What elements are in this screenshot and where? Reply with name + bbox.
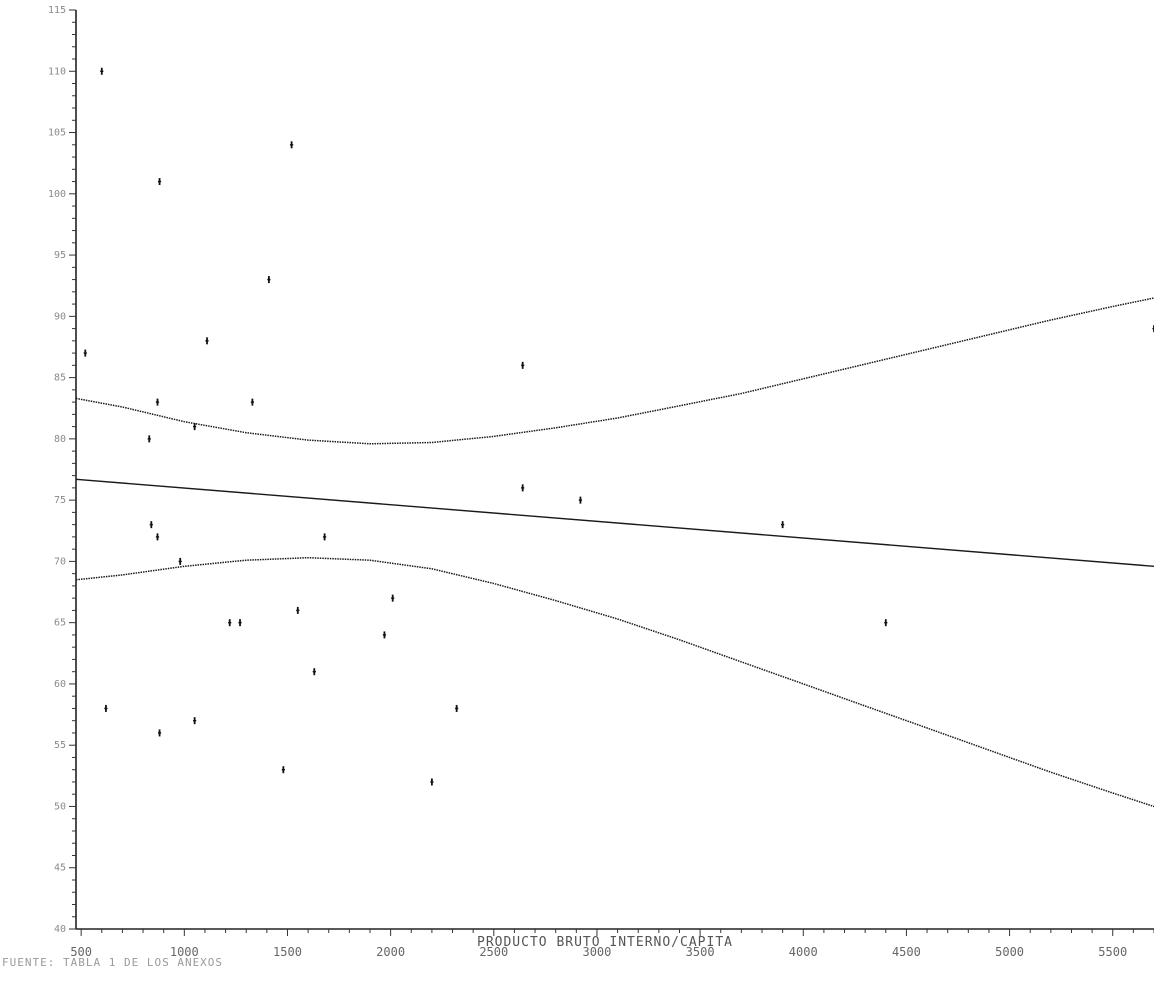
y-tick-label: 60: [54, 679, 66, 690]
data-point: [228, 619, 232, 627]
data-point: [323, 533, 327, 541]
y-tick-label: 40: [54, 924, 66, 935]
y-tick-label: 75: [54, 495, 66, 506]
data-point: [157, 178, 162, 186]
y-tick-label: 65: [54, 618, 66, 629]
x-tick-label: 4000: [789, 945, 818, 959]
data-point: [104, 704, 108, 712]
y-tick-label: 50: [54, 801, 66, 812]
x-tick-label: 4500: [892, 945, 921, 959]
data-point: [281, 766, 285, 774]
data-point: [781, 521, 785, 529]
data-point: [391, 594, 395, 602]
data-point: [157, 729, 162, 737]
data-point: [521, 361, 525, 369]
x-tick-label: 1500: [273, 945, 302, 959]
x-axis-title: PRODUCTO BRUTO INTERNO/CAPITA: [477, 935, 733, 950]
x-axis-ticks: 500 1000 1500 2000 2500 3000 3500 4000 4500 5000 5…: [70, 929, 1154, 959]
source-note: FUENTE: TABLA 1 DE LOS ANEXOS: [2, 956, 223, 969]
x-tick-label: 1000: [170, 945, 199, 959]
data-point: [193, 423, 197, 431]
regression-line: [75, 478, 1154, 567]
data-points: [83, 67, 1154, 786]
y-tick-label: 100: [48, 189, 66, 200]
data-point: [296, 606, 300, 614]
y-tick-label: 80: [54, 434, 66, 445]
data-point: [382, 631, 387, 639]
y-tick-label: 110: [48, 66, 66, 77]
y-tick-label: 115: [48, 5, 66, 16]
data-point: [430, 778, 434, 786]
data-point: [100, 67, 104, 75]
x-tick-label: 3000: [582, 945, 611, 959]
data-point: [155, 533, 160, 541]
data-point: [1152, 325, 1154, 333]
y-tick-label: 95: [54, 250, 66, 261]
data-point: [205, 337, 209, 345]
y-axis-ticks: 40 45 50 55 60 65 70 75 80 85 90 95 100 105 110 115: [48, 5, 76, 935]
regression-line-group: [75, 478, 1154, 567]
y-tick-label: 70: [54, 556, 66, 567]
y-tick-label: 45: [54, 863, 66, 874]
x-tick-label: 2000: [376, 945, 405, 959]
lower-band-line: [75, 556, 1154, 808]
data-point: [178, 557, 182, 565]
y-tick-label: 90: [54, 311, 66, 322]
data-point: [578, 496, 583, 504]
x-tick-label: 2500: [479, 945, 508, 959]
data-point: [267, 276, 271, 284]
data-point: [521, 484, 525, 492]
x-tick-label: 500: [70, 945, 92, 959]
y-tick-label: 55: [54, 740, 66, 751]
y-tick-label: 85: [54, 373, 66, 384]
confidence-band-lines: [75, 297, 1154, 808]
upper-band-line: [75, 297, 1154, 445]
axes: [75, 10, 1154, 930]
y-tick-label: 105: [48, 128, 66, 139]
data-point: [312, 668, 316, 676]
data-point: [147, 435, 151, 443]
x-tick-label: 5500: [1098, 945, 1127, 959]
data-point: [155, 398, 160, 406]
data-point: [455, 704, 459, 712]
x-tick-label: 3500: [686, 945, 715, 959]
data-point: [193, 717, 197, 725]
data-point: [250, 398, 254, 406]
data-point: [238, 619, 242, 627]
data-point: [290, 141, 294, 149]
data-point: [83, 349, 87, 357]
data-point: [884, 619, 888, 627]
x-tick-label: 5000: [995, 945, 1024, 959]
data-point: [149, 521, 153, 529]
